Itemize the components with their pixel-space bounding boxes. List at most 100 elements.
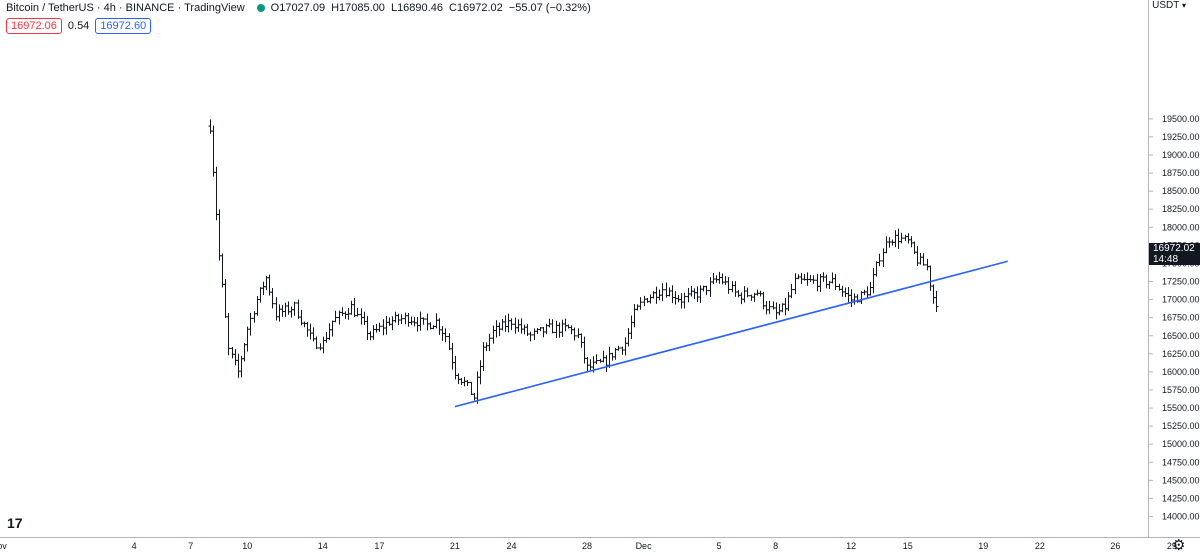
- ohlc-bar: [324, 331, 329, 343]
- time-tick-label: 7: [188, 541, 193, 551]
- price-tick-label: 16000.00: [1162, 367, 1200, 377]
- high-key: H: [331, 2, 340, 14]
- ohlc-bar: [840, 285, 845, 297]
- ohlc-bar: [903, 234, 908, 242]
- price-tick-label: 14500.00: [1162, 475, 1200, 485]
- ohlc-bar: [736, 290, 741, 298]
- open-key: O: [270, 2, 280, 14]
- ohlc-bar: [494, 320, 499, 338]
- last-price-value: 16972.02: [1153, 243, 1195, 254]
- chevron-down-icon: ▾: [1181, 1, 1186, 10]
- ohlc-bar: [211, 125, 216, 177]
- ohlc-bars: [208, 119, 939, 404]
- ohlc-bar: [506, 313, 511, 333]
- time-tick-label: 10: [242, 541, 252, 551]
- ohlc-bar: [503, 315, 508, 332]
- ohlc-bar: [459, 378, 464, 385]
- price-axis[interactable]: 14000.00 14250.00 14500.00 14750.00 15000.00…: [1149, 114, 1200, 522]
- ohlc-bar: [626, 327, 631, 347]
- ohlc-bar: [660, 283, 665, 302]
- buy-sell-panel: 16972.06 0.54 16972.60: [6, 18, 152, 34]
- currency-selector[interactable]: USDT ▾: [1152, 0, 1186, 11]
- ohlc-bar: [730, 281, 735, 293]
- ohlc-bar: [214, 166, 219, 221]
- price-tick-label: 19500.00: [1162, 114, 1200, 124]
- ohlc-bar: [594, 354, 599, 365]
- ohlc-bar: [305, 321, 310, 337]
- ohlc-bar: [355, 308, 360, 317]
- ohlc-bar: [638, 297, 643, 310]
- ohlc-bar: [381, 319, 386, 336]
- price-tick-label: 19250.00: [1162, 132, 1200, 142]
- ohlc-bar: [415, 317, 420, 332]
- ohlc-bar: [330, 320, 335, 337]
- time-tick-label: 26: [1110, 541, 1120, 551]
- ohlc-bar: [487, 333, 492, 352]
- buy-button[interactable]: 16972.60: [95, 18, 152, 34]
- ohlc-bar: [871, 267, 876, 294]
- ohlc-bar: [327, 323, 332, 340]
- ohlc-bar: [528, 331, 533, 342]
- ohlc-bar: [365, 316, 370, 340]
- ohlc-bar: [909, 236, 914, 248]
- chart-legend: Bitcoin / TetherUS · 4h · BINANCE · Trad…: [6, 2, 591, 14]
- ohlc-bar: [500, 318, 505, 331]
- symbol-title[interactable]: Bitcoin / TetherUS · 4h · BINANCE · Trad…: [6, 2, 245, 14]
- ohlc-bar: [535, 328, 540, 335]
- ohlc-bar: [720, 273, 725, 285]
- ohlc-bar: [934, 290, 939, 313]
- ohlc-bar: [925, 258, 930, 271]
- ohlc-bar: [343, 311, 348, 319]
- ohlc-bar: [745, 287, 750, 298]
- ohlc-bar: [447, 333, 452, 350]
- ohlc-bar: [623, 337, 628, 356]
- ohlc-bar: [318, 343, 323, 351]
- ohlc-bar: [645, 297, 650, 303]
- price-tick-label: 15500.00: [1162, 403, 1200, 413]
- price-tick-label: 18000.00: [1162, 222, 1200, 232]
- tradingview-logo-icon[interactable]: 17: [7, 515, 23, 531]
- ohlc-bar: [226, 313, 231, 356]
- ohlc-bar: [865, 286, 870, 298]
- time-tick-label: 29: [1167, 541, 1177, 551]
- ohlc-bar: [601, 350, 606, 363]
- ohlc-bar: [434, 313, 439, 329]
- ohlc-bar: [767, 300, 772, 314]
- price-tick-label: 14750.00: [1162, 457, 1200, 467]
- trendline[interactable]: [454, 260, 1008, 408]
- ohlc-bar: [648, 294, 653, 304]
- ohlc-bar: [673, 291, 678, 305]
- ohlc-bar: [642, 295, 647, 307]
- ohlc-bar: [513, 317, 518, 334]
- time-axis[interactable]: ov47101417212428Dec5812151922262920: [0, 541, 1200, 551]
- ohlc-bar: [550, 319, 555, 334]
- price-tick-label: 18250.00: [1162, 204, 1200, 214]
- time-tick-label: 8: [773, 541, 778, 551]
- ohlc-bar: [928, 265, 933, 291]
- price-tick-label: 15250.00: [1162, 421, 1200, 431]
- ohlc-bar: [217, 209, 222, 261]
- ohlc-bar: [230, 346, 235, 359]
- open-value: 17027.09: [279, 2, 326, 14]
- ohlc-bar: [399, 314, 404, 325]
- ohlc-bar: [421, 317, 426, 325]
- ohlc-bar: [632, 304, 637, 328]
- ohlc-bar: [472, 392, 477, 401]
- low-value: 16890.46: [397, 2, 443, 14]
- time-tick-label: 24: [506, 541, 516, 551]
- ohlc-bar: [793, 273, 798, 295]
- ohlc-bar: [604, 355, 609, 373]
- ohlc-bar: [349, 300, 354, 315]
- ohlc-bar: [560, 319, 565, 337]
- time-tick-label: 15: [903, 541, 913, 551]
- ohlc-bar: [258, 287, 263, 303]
- ohlc-bar: [698, 285, 703, 303]
- ohlc-bar: [931, 284, 936, 304]
- ohlc-values: O17027.09 H17085.00 L16890.46 C16972.02 …: [271, 2, 591, 14]
- sell-button[interactable]: 16972.06: [6, 18, 62, 34]
- gear-icon[interactable]: ⚙: [1172, 538, 1185, 553]
- price-tick-label: 16500.00: [1162, 331, 1200, 341]
- ohlc-bar: [692, 288, 697, 299]
- ohlc-bar: [582, 336, 587, 364]
